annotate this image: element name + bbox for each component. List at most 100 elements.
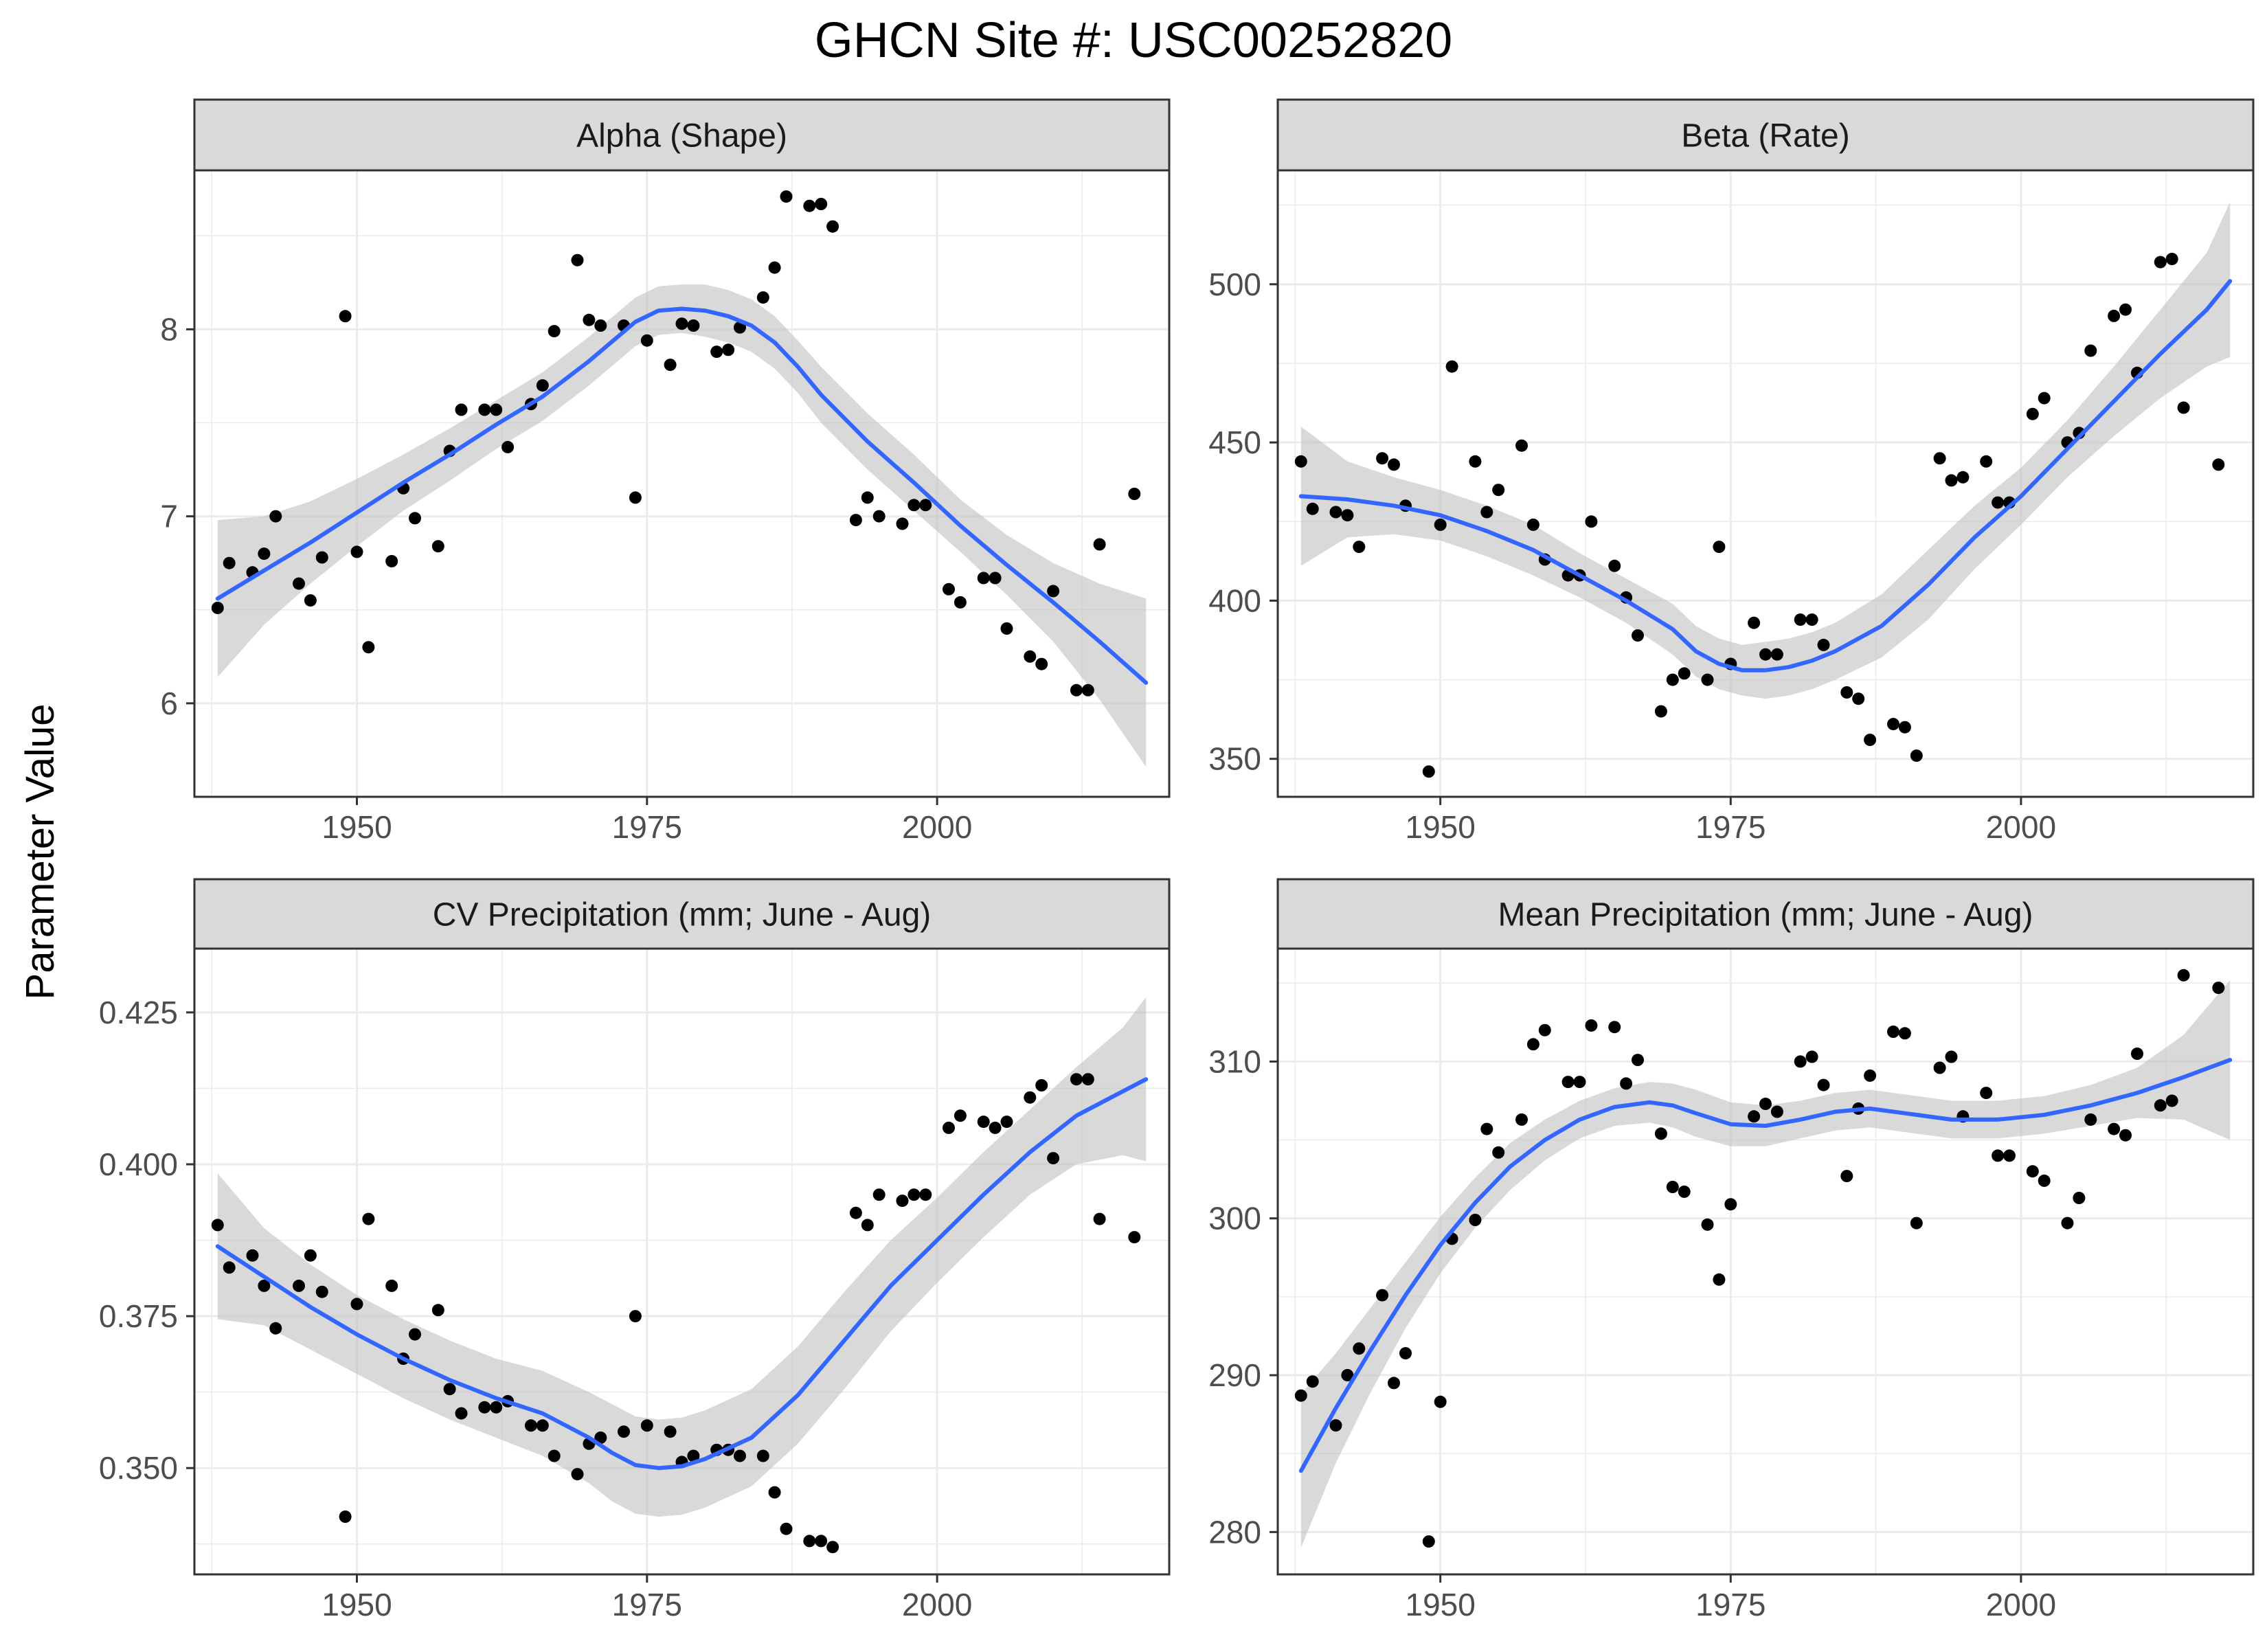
data-point <box>490 403 503 416</box>
data-point <box>211 602 224 614</box>
data-point <box>954 1109 967 1122</box>
data-point <box>455 1407 468 1420</box>
x-tick-label: 1950 <box>322 809 392 845</box>
data-point <box>536 379 549 392</box>
data-point <box>2003 1149 2016 1162</box>
data-point <box>1632 1054 1644 1067</box>
data-point <box>664 1425 677 1438</box>
data-point <box>1748 1110 1761 1123</box>
data-point <box>1526 518 1539 531</box>
data-point <box>1864 734 1877 747</box>
data-point <box>919 1188 932 1201</box>
data-point <box>2154 1099 2167 1112</box>
data-point <box>1388 458 1400 471</box>
data-point <box>1024 650 1037 663</box>
data-point <box>1817 638 1830 651</box>
data-point <box>594 1432 607 1444</box>
data-point <box>431 1304 444 1317</box>
data-point <box>1492 1146 1505 1159</box>
data-point <box>907 1188 921 1201</box>
data-point <box>583 313 596 326</box>
confidence-ribbon <box>1300 980 2231 1548</box>
data-point <box>385 555 398 567</box>
data-point <box>339 1510 352 1523</box>
y-tick-label: 290 <box>1208 1357 1261 1393</box>
data-point <box>2026 407 2039 420</box>
data-point <box>1759 648 1772 661</box>
data-point <box>1353 1342 1366 1355</box>
y-tick-label: 280 <box>1208 1514 1261 1550</box>
facet-panel-4: Mean Precipitation (mm; June - Aug) 1950 1… <box>1208 878 2255 1622</box>
data-point <box>1492 484 1505 497</box>
data-point <box>1956 471 1970 484</box>
data-point <box>1353 541 1366 554</box>
smooth-line <box>1298 1058 2233 1473</box>
data-point <box>362 641 375 654</box>
data-point <box>1306 1375 1319 1388</box>
data-point <box>1840 1170 1853 1183</box>
data-point <box>548 325 561 338</box>
data-point <box>1887 718 1899 731</box>
panel-border <box>1276 169 2255 798</box>
data-point <box>524 1419 537 1432</box>
data-point <box>478 403 491 416</box>
data-point <box>269 510 282 523</box>
data-point <box>455 403 468 416</box>
data-point <box>756 291 769 304</box>
data-point <box>594 319 607 332</box>
data-point <box>768 261 781 274</box>
x-tick-label: 2000 <box>1986 809 2056 845</box>
data-point <box>1933 452 1946 465</box>
data-point <box>1515 439 1528 452</box>
data-point <box>629 1310 642 1323</box>
data-point <box>315 551 328 564</box>
data-point <box>2119 1129 2132 1142</box>
data-point <box>315 1285 328 1298</box>
x-tick-label: 1950 <box>322 1587 392 1622</box>
data-point <box>1898 1027 1911 1040</box>
data-point <box>1794 1055 1807 1068</box>
data-point <box>1701 673 1714 686</box>
data-point <box>2108 1122 2121 1135</box>
data-point <box>211 1219 224 1232</box>
data-point <box>2212 982 2225 995</box>
data-point <box>1770 648 1783 661</box>
data-point <box>2165 253 2178 265</box>
data-point <box>2108 309 2121 322</box>
data-point <box>246 1249 259 1262</box>
data-point <box>304 594 317 607</box>
x-tick-label: 1975 <box>1695 809 1766 845</box>
data-point <box>826 220 839 233</box>
data-point <box>989 572 1002 585</box>
data-point <box>907 499 921 512</box>
y-tick-label: 350 <box>1208 741 1261 777</box>
data-point <box>304 1249 317 1262</box>
data-point <box>385 1279 398 1292</box>
data-point <box>1980 455 1993 468</box>
data-point <box>722 343 735 357</box>
data-point <box>1748 616 1761 629</box>
data-point <box>2084 344 2097 357</box>
data-point <box>1713 541 1726 554</box>
data-point <box>1817 1078 1830 1091</box>
data-point <box>664 359 677 372</box>
x-tick-label: 1950 <box>1405 1587 1475 1622</box>
data-point <box>675 317 688 330</box>
data-point <box>1701 1218 1714 1231</box>
data-point <box>1294 455 1307 468</box>
data-point <box>780 1522 793 1535</box>
data-point <box>1945 474 1958 487</box>
data-point <box>872 1188 886 1201</box>
data-point <box>1933 1061 1946 1074</box>
y-axis-label: Parameter Value <box>18 704 63 1000</box>
y-tick-label: 450 <box>1208 425 1261 460</box>
data-point <box>478 1401 491 1414</box>
data-point <box>1306 502 1319 515</box>
data-point <box>1128 1231 1141 1244</box>
data-point <box>768 1486 781 1499</box>
data-point <box>1759 1098 1772 1110</box>
x-tick-label: 2000 <box>902 1587 972 1622</box>
data-point <box>1081 1073 1094 1086</box>
y-tick-label: 0.425 <box>99 995 178 1030</box>
